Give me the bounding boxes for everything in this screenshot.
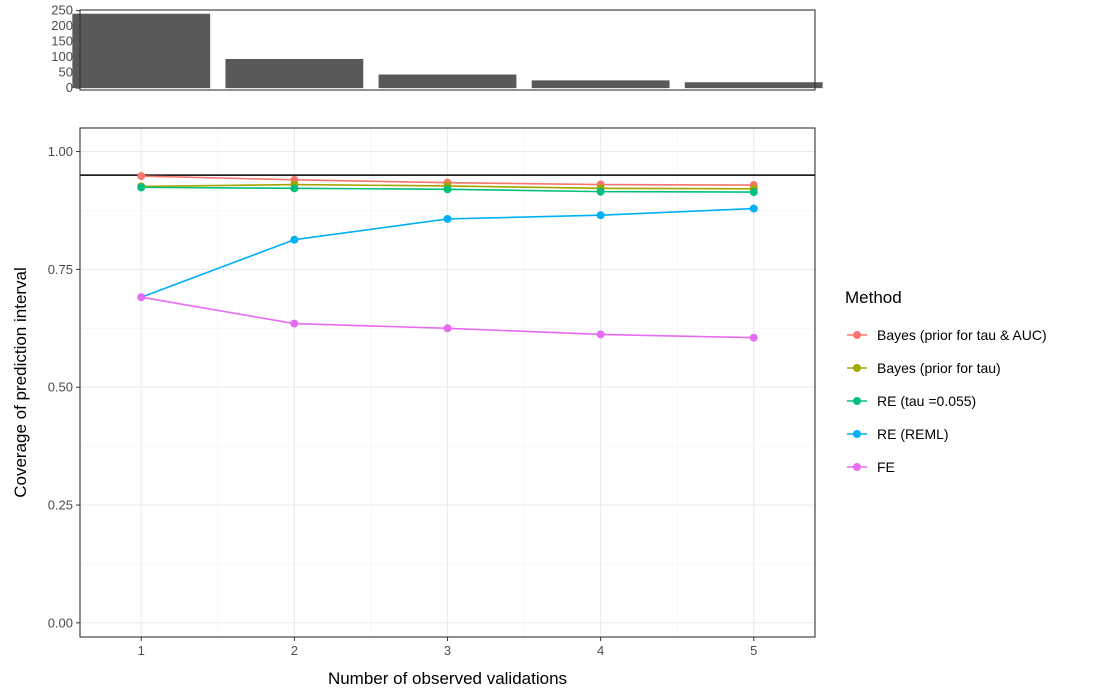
y-tick-label: 1.00 [48,144,73,159]
legend: Method Bayes (prior for tau & AUC) Bayes (… [845,288,1047,475]
bar-panel-border [79,9,816,91]
bar-4 [531,80,670,89]
y-axis-title: Coverage of prediction interval [11,267,30,498]
series-4-point-3 [443,324,452,333]
y-tick-label: 0.25 [48,498,73,513]
bar-y-tick-label: 150 [51,34,73,49]
y-tick-label: 0.00 [48,615,73,630]
legend-key-point-1 [853,364,861,372]
x-tick-label: 1 [138,643,145,658]
y-tick-label: 0.75 [48,262,73,277]
series-3-point-4 [596,211,605,220]
bar-3 [378,74,517,89]
bar-5 [684,82,823,89]
x-tick-label: 5 [750,643,757,658]
legend-key-point-2 [853,397,861,405]
legend-label-4: FE [877,459,895,475]
series-4-point-2 [290,319,299,328]
series-2-point-4 [596,187,605,196]
legend-label-0: Bayes (prior for tau & AUC) [877,327,1047,343]
bar-2 [225,58,364,89]
y-tick-label: 0.50 [48,380,73,395]
series-4-point-1 [137,293,146,302]
line-chart-panel: 0.00 0.25 0.50 0.75 1.00 1 2 3 4 5 Number of obser… [11,127,816,688]
series-4-point-5 [749,333,758,342]
legend-label-3: RE (REML) [877,426,949,442]
legend-title: Method [845,288,902,307]
bar-1 [72,13,211,89]
legend-label-1: Bayes (prior for tau) [877,360,1001,376]
bar-y-tick-label: 0 [66,80,73,95]
bar-y-tick-label: 250 [51,3,73,18]
bar-y-tick-label: 50 [59,65,73,80]
legend-key-point-3 [853,430,861,438]
x-tick-label: 4 [597,643,604,658]
series-3-point-2 [290,235,299,244]
bar-y-tick-label: 200 [51,18,73,33]
x-axis-title: Number of observed validations [328,669,567,688]
series-3-point-3 [443,214,452,223]
series-2-point-2 [290,184,299,193]
series-4-point-4 [596,330,605,339]
series-3-point-5 [749,204,758,213]
series-2-point-3 [443,185,452,194]
series-2-point-1 [137,183,146,192]
x-tick-label: 3 [444,643,451,658]
legend-label-2: RE (tau =0.055) [877,393,976,409]
bar-y-tick-label: 100 [51,49,73,64]
series-2-point-5 [749,188,758,197]
series-0-point-1 [137,172,146,181]
x-tick-label: 2 [291,643,298,658]
legend-key-point-4 [853,463,861,471]
legend-key-point-0 [853,331,861,339]
